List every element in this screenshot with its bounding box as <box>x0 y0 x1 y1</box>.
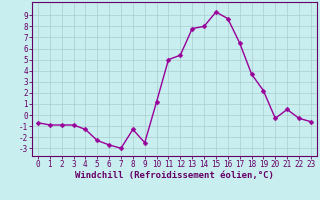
X-axis label: Windchill (Refroidissement éolien,°C): Windchill (Refroidissement éolien,°C) <box>75 171 274 180</box>
